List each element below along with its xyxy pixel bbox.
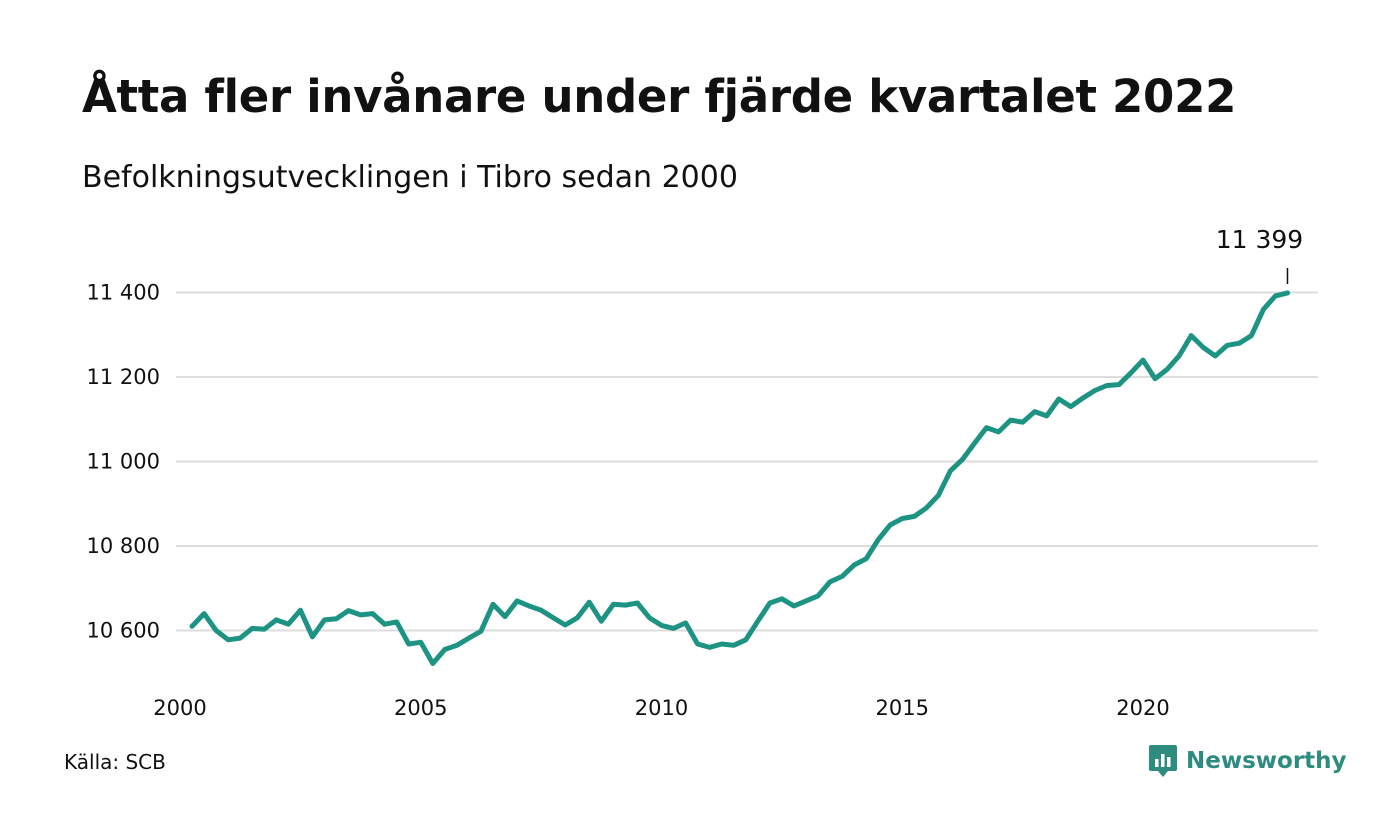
x-tick-label: 2020 [1116, 696, 1169, 720]
newsworthy-logo-icon [1149, 745, 1177, 777]
series-layer [189, 290, 1290, 666]
source-note: Källa: SCB [64, 750, 166, 774]
x-tick-label: 2015 [876, 696, 929, 720]
x-tick-label: 2010 [635, 696, 688, 720]
grid-lines [176, 291, 1318, 632]
last-value-label: 11 399 [1216, 225, 1303, 254]
y-axis-tick-labels: 10 600 10 800 11 000 11 200 11 400 [87, 281, 160, 643]
population-line [189, 290, 1290, 666]
brand-logo: Newsworthy [1148, 743, 1347, 779]
annotation-layer: 11 399 [1216, 225, 1303, 284]
y-tick-label: 11 400 [87, 281, 160, 305]
y-tick-label: 10 800 [87, 534, 160, 558]
y-tick-label: 11 000 [87, 450, 160, 474]
brand-name: Newsworthy [1186, 748, 1347, 774]
x-tick-label: 2000 [153, 696, 206, 720]
y-tick-label: 10 600 [87, 619, 160, 643]
y-tick-label: 11 200 [87, 365, 160, 389]
chart-title: Åtta fler invånare under fjärde kvartale… [82, 70, 1237, 123]
x-tick-label: 2005 [394, 696, 447, 720]
chart-subtitle: Befolkningsutvecklingen i Tibro sedan 20… [82, 160, 738, 195]
x-axis-tick-labels: 2000 2005 2010 2015 2020 [153, 696, 1169, 720]
